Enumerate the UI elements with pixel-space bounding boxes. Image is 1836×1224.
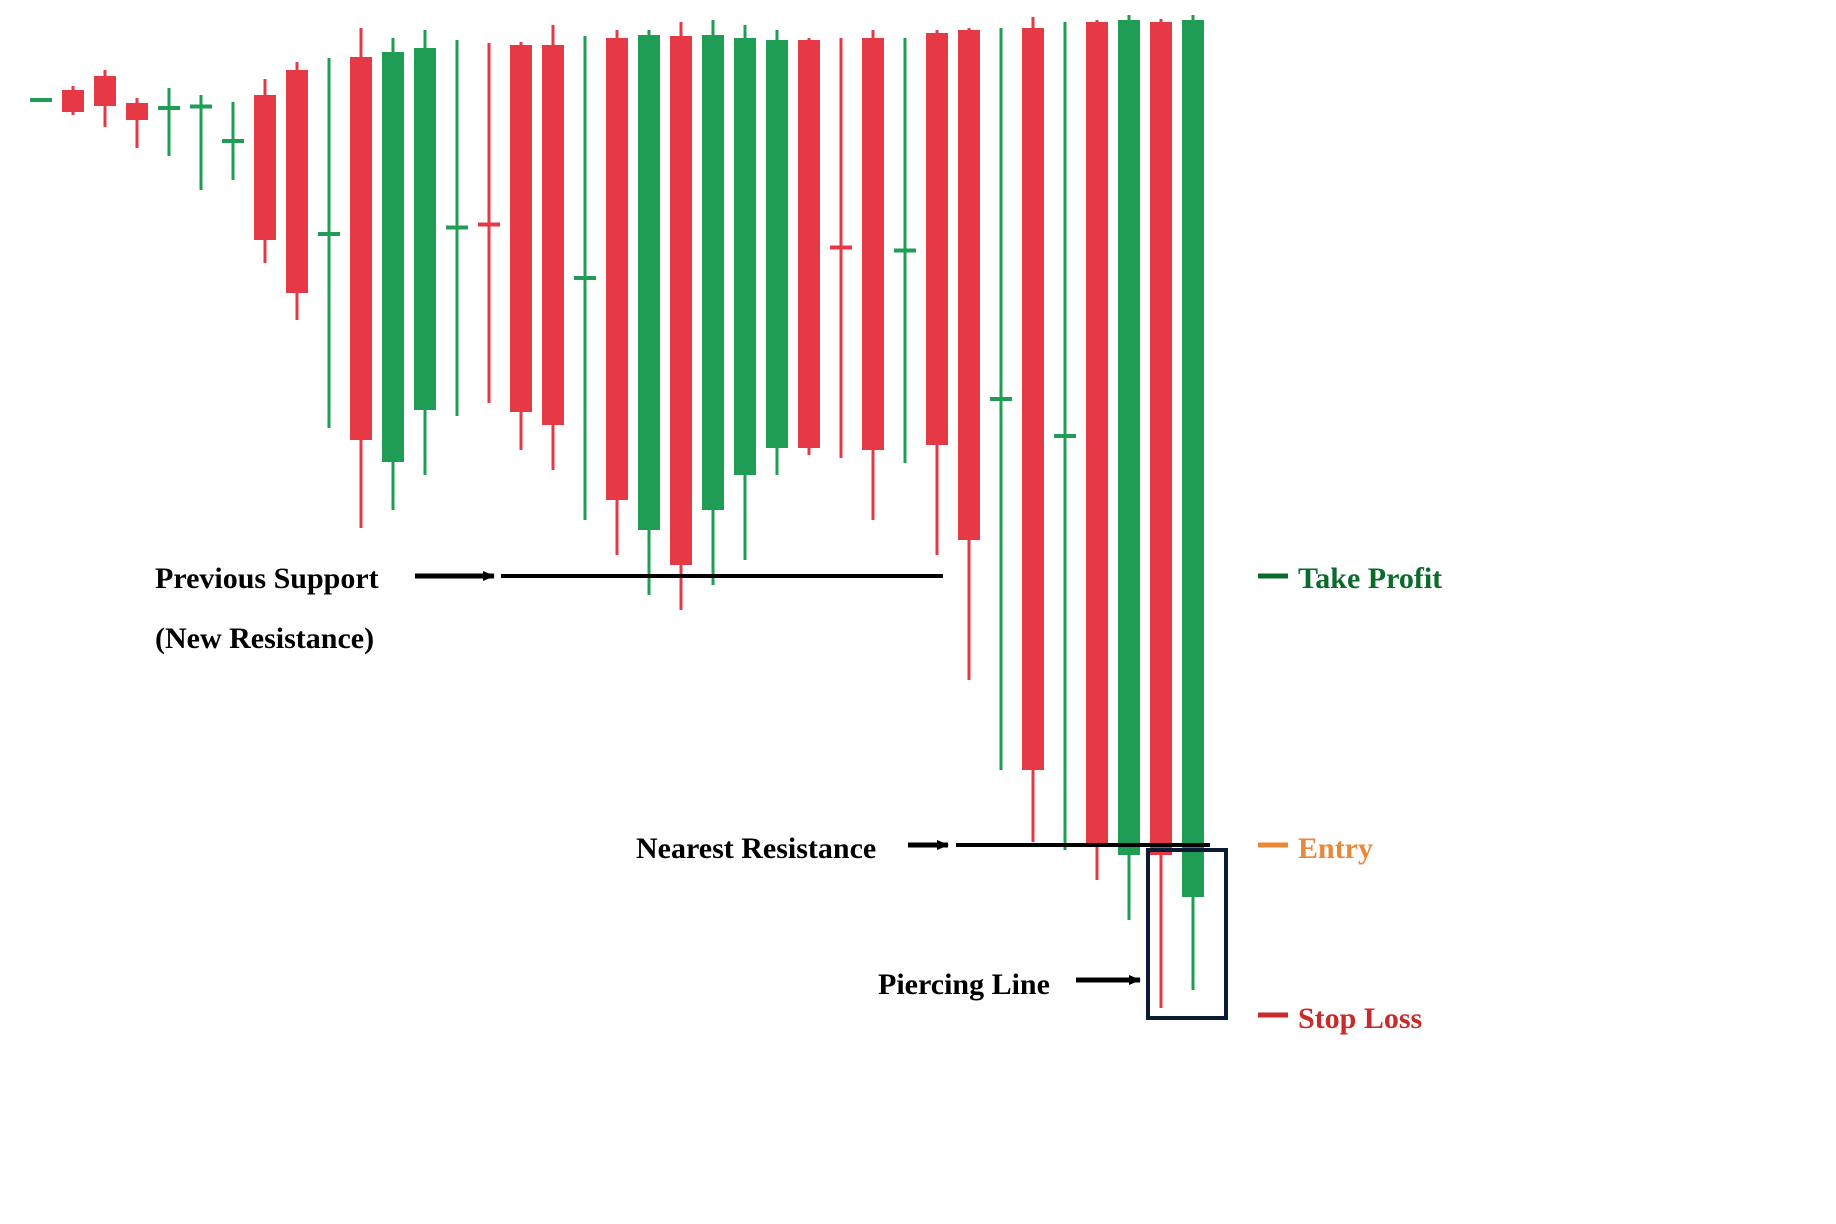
label-piercing-line: Piercing Line	[878, 968, 1050, 1002]
chart-svg	[0, 0, 1836, 1224]
candlestick-infographic: Previous Support (New Resistance) Neares…	[0, 0, 1836, 1224]
label-stop-loss: Stop Loss	[1298, 1002, 1422, 1036]
label-new-resistance: (New Resistance)	[155, 622, 374, 656]
label-nearest-resistance: Nearest Resistance	[636, 832, 876, 866]
label-entry: Entry	[1298, 832, 1373, 866]
label-take-profit: Take Profit	[1298, 562, 1442, 596]
label-previous-support: Previous Support	[155, 562, 379, 596]
